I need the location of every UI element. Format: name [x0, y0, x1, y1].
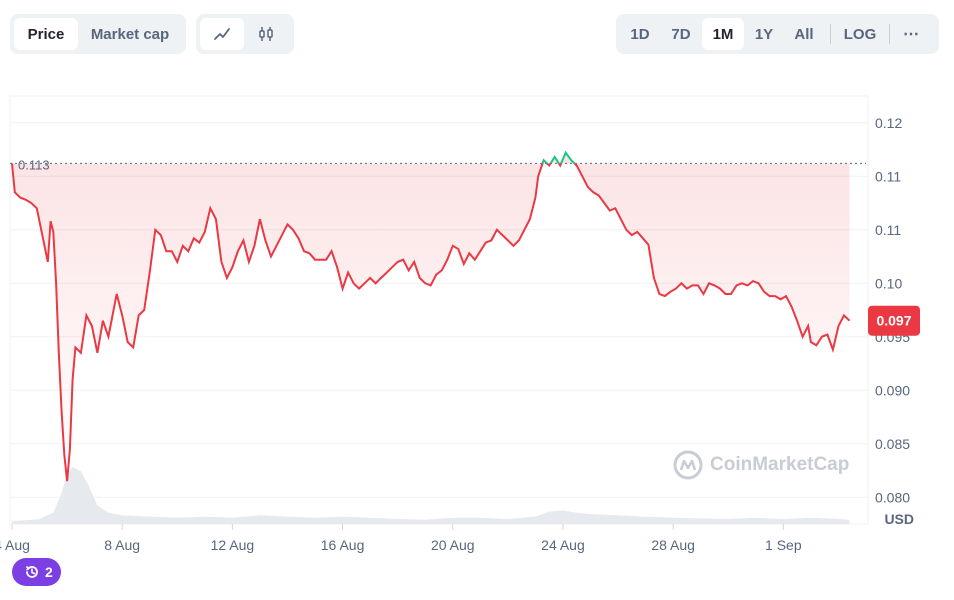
range-1y-button[interactable]: 1Y — [754, 25, 774, 43]
coinmarketcap-watermark: CoinMarketCap — [672, 449, 849, 481]
y-tick-label: 0.090 — [875, 382, 910, 398]
currency-label: USD — [884, 511, 914, 527]
x-tick-label: 8 Aug — [104, 537, 140, 553]
chart-type-toggle — [196, 14, 294, 54]
history-badge[interactable]: 2 — [12, 558, 61, 586]
coinmarketcap-logo-icon — [673, 450, 703, 480]
x-tick-label: 24 Aug — [541, 537, 585, 553]
more-divider — [889, 24, 890, 44]
current-price-value: 0.097 — [876, 313, 911, 329]
y-tick-label: 0.11 — [875, 222, 901, 238]
y-tick-label: 0.10 — [875, 275, 902, 291]
line-chart-button[interactable] — [200, 18, 244, 50]
y-tick-label: 0.085 — [875, 436, 910, 452]
history-count: 2 — [45, 564, 53, 580]
current-price-tag: 0.097 — [868, 305, 920, 336]
price-tab[interactable]: Price — [14, 18, 78, 50]
y-tick-label: 0.11 — [875, 168, 901, 184]
range-7d-button[interactable]: 7D — [671, 25, 691, 43]
candlestick-button[interactable] — [244, 18, 288, 50]
metric-toggle: Price Market cap — [10, 14, 186, 54]
log-scale-button[interactable]: LOG — [843, 25, 877, 43]
market-cap-tab[interactable]: Market cap — [90, 25, 170, 43]
x-tick-label: 28 Aug — [651, 537, 695, 553]
candlestick-icon — [259, 27, 273, 41]
reference-price-label: 0.113 — [18, 157, 50, 172]
range-1d-button[interactable]: 1D — [630, 25, 650, 43]
y-tick-label: 0.080 — [875, 489, 910, 505]
x-tick-label: 4 Aug — [0, 537, 30, 553]
range-1m-button[interactable]: 1M — [702, 18, 744, 50]
x-tick-label: 12 Aug — [211, 537, 255, 553]
range-all-button[interactable]: All — [794, 25, 814, 43]
history-icon — [25, 565, 38, 578]
price-line-below — [11, 163, 851, 482]
x-tick-label: 1 Sep — [765, 537, 802, 553]
current-price-badge — [868, 305, 920, 336]
range-toggle: 1D 7D 1M 1Y All LOG ⋯ — [616, 14, 939, 54]
x-tick-label: 16 Aug — [321, 537, 365, 553]
y-tick-label: 0.12 — [875, 115, 902, 131]
watermark-text: CoinMarketCap — [710, 454, 850, 475]
line-chart-icon — [214, 28, 230, 40]
x-tick-label: 20 Aug — [431, 537, 475, 553]
more-options-button[interactable]: ⋯ — [903, 26, 919, 43]
range-divider — [830, 24, 831, 44]
volume-area — [12, 467, 850, 524]
